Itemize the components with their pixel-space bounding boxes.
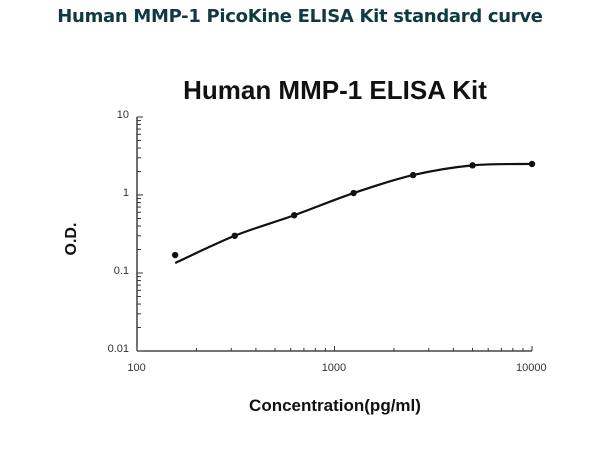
page-title: Human MMP-1 PicoKine ELISA Kit standard … xyxy=(57,6,543,27)
data-point xyxy=(409,171,417,179)
y-tick-label: 0.1 xyxy=(113,265,129,277)
y-axis-label: O.D. xyxy=(63,222,80,256)
data-point xyxy=(290,212,298,219)
x-tick-label: 10000 xyxy=(516,362,547,374)
data-point xyxy=(469,162,476,169)
fit-line xyxy=(174,162,533,265)
x-tick-label: 100 xyxy=(127,362,146,374)
y-tick-label: 0.01 xyxy=(107,343,129,355)
data-point xyxy=(528,160,536,168)
x-tick-label: 1000 xyxy=(321,362,347,374)
y-tick-label: 10 xyxy=(116,109,129,121)
x-axis-label: Concentration(pg/ml) xyxy=(249,396,421,415)
axes xyxy=(136,116,533,352)
data-point xyxy=(350,189,357,197)
standard-curve xyxy=(171,160,536,265)
chart-title: Human MMP-1 ELISA Kit xyxy=(183,75,487,105)
y-tick-label: 1 xyxy=(122,187,129,199)
data-point xyxy=(171,251,179,259)
data-point xyxy=(231,232,238,239)
